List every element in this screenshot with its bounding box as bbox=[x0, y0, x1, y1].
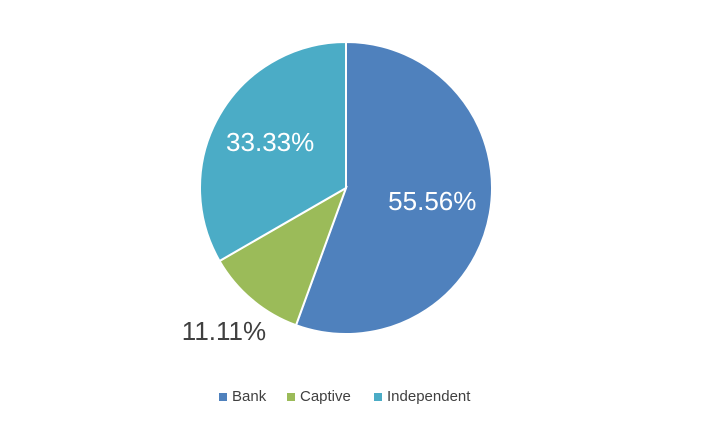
data-label: 55.56% bbox=[388, 186, 476, 216]
legend-label: Bank bbox=[232, 388, 267, 405]
legend-label: Captive bbox=[300, 388, 351, 405]
legend-swatch bbox=[287, 393, 295, 401]
legend-swatch bbox=[374, 393, 382, 401]
pie-slice bbox=[294, 40, 493, 335]
legend-swatch bbox=[219, 393, 227, 401]
pie-slice bbox=[199, 40, 347, 263]
data-label: 33.33% bbox=[226, 127, 314, 157]
legend-label: Independent bbox=[387, 388, 471, 405]
data-label: 11.11% bbox=[182, 316, 266, 346]
pie-slice bbox=[218, 185, 348, 327]
